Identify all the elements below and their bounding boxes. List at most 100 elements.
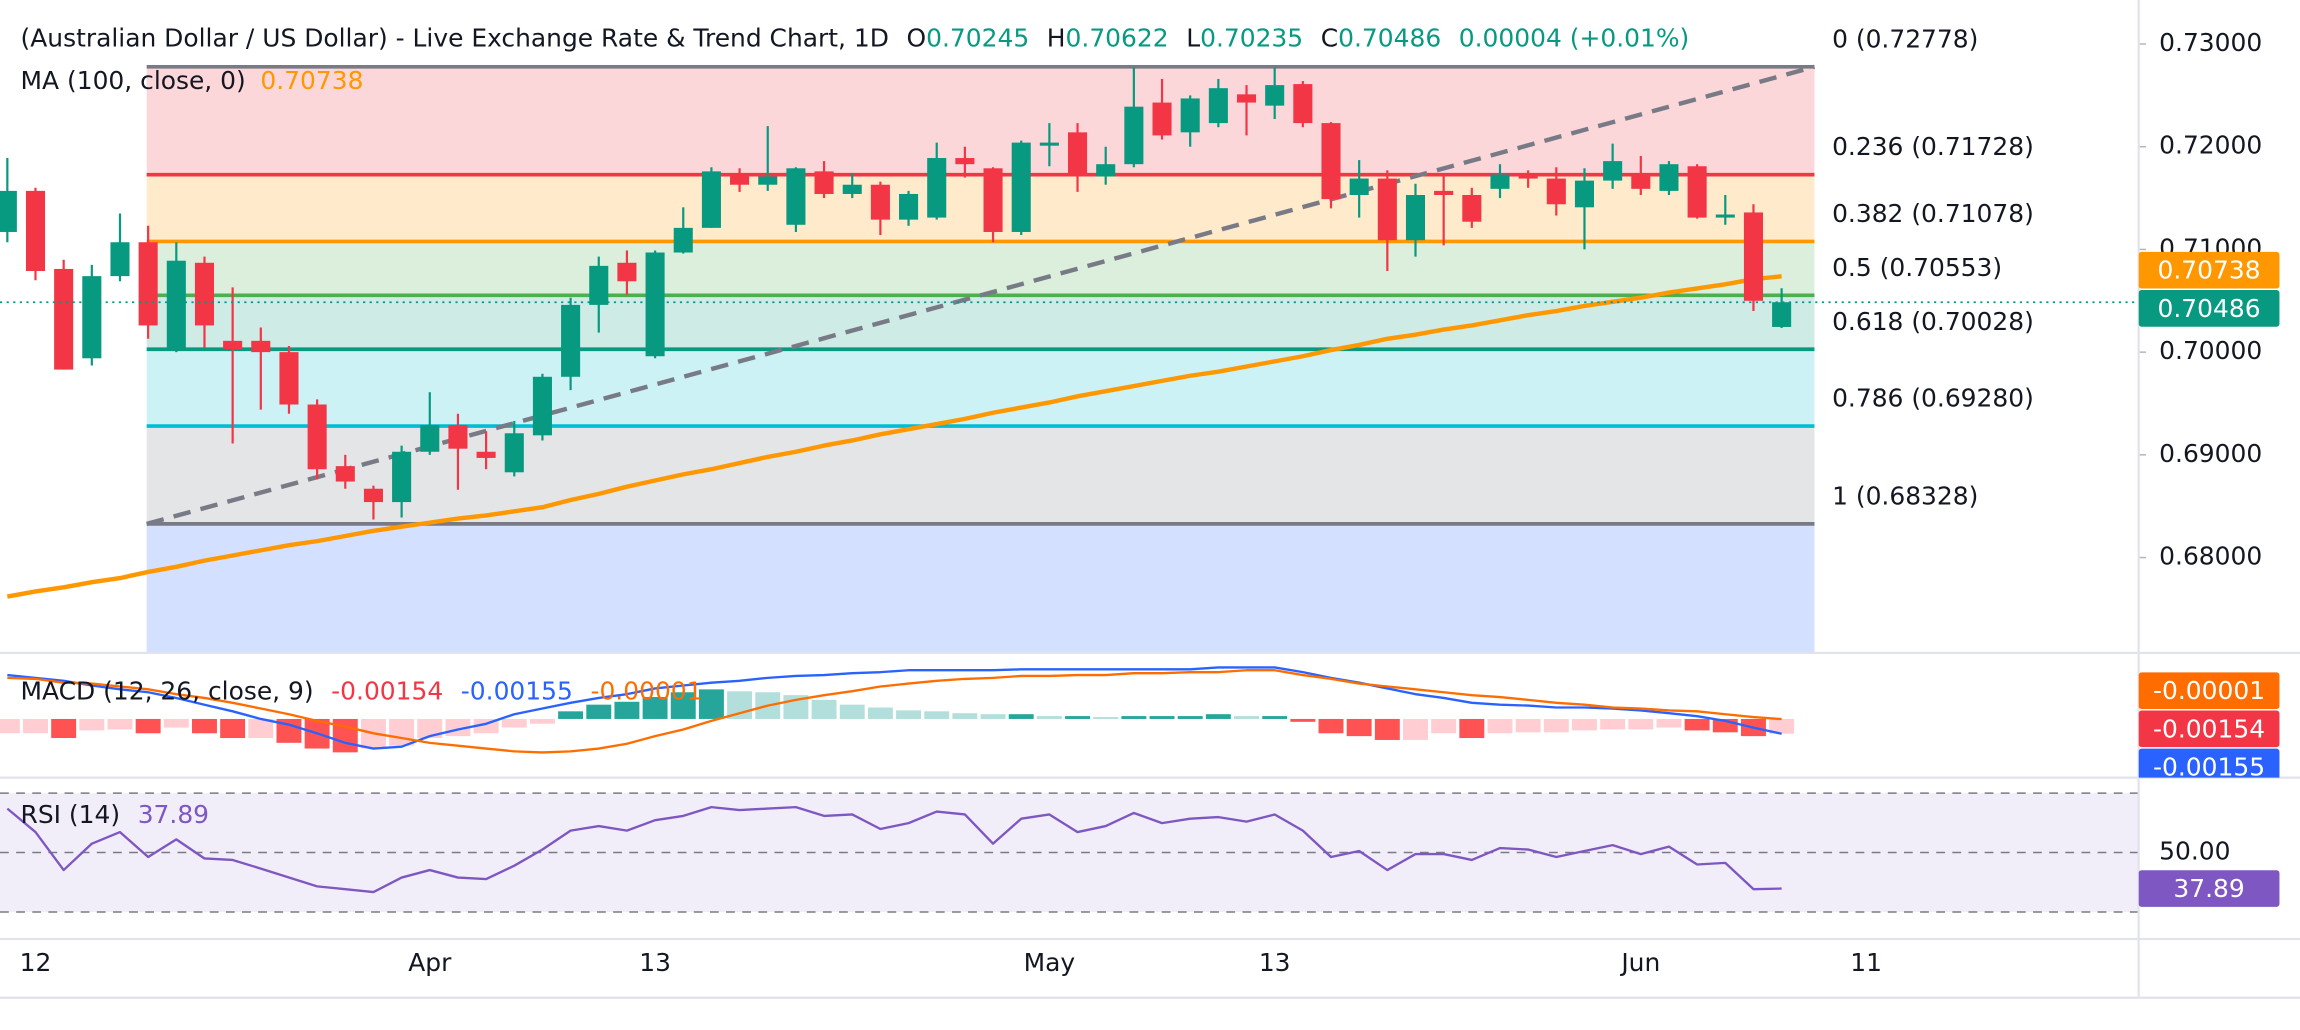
macd-histogram-bar bbox=[1487, 718, 1513, 734]
macd-histogram-bar bbox=[1600, 718, 1626, 730]
fib-label: 0.618 (0.70028) bbox=[1832, 307, 2034, 336]
low-label: L bbox=[1186, 24, 1200, 53]
macd-name: MACD (12, 26, close, 9) bbox=[21, 677, 314, 706]
candle-body bbox=[1377, 178, 1397, 241]
histogram-value: -0.00154 bbox=[331, 677, 443, 706]
candle-body bbox=[363, 488, 383, 503]
change: 0.00004 (+0.01%) bbox=[1459, 24, 1689, 53]
macd-histogram-bar bbox=[1177, 716, 1203, 719]
macd-histogram-bar bbox=[896, 710, 922, 719]
macd-histogram-bar bbox=[642, 697, 668, 719]
candle-body bbox=[1039, 142, 1059, 146]
macd-histogram-bar bbox=[51, 718, 77, 739]
candle-body bbox=[758, 176, 778, 185]
macd-histogram-bar bbox=[1769, 718, 1795, 734]
candle-body bbox=[1293, 84, 1313, 124]
candle-body bbox=[1405, 194, 1426, 241]
header: (Australian Dollar / US Dollar) - Live E… bbox=[21, 24, 1690, 53]
macd-histogram-bar bbox=[163, 718, 189, 728]
candle-body bbox=[223, 340, 243, 350]
macd-legend: MACD (12, 26, close, 9) -0.00154 -0.00155-… bbox=[21, 677, 703, 706]
candle-body bbox=[251, 340, 271, 353]
price-tag-label: -0.00155 bbox=[2153, 752, 2265, 781]
signal-line bbox=[7, 669, 1782, 754]
macd-histogram-bar bbox=[952, 713, 978, 719]
x-tick-label: 11 bbox=[1850, 948, 1882, 977]
candle-body bbox=[335, 466, 355, 482]
fib-label: 1 (0.68328) bbox=[1832, 481, 1978, 510]
candle-body bbox=[1546, 178, 1566, 205]
candle-body bbox=[1631, 173, 1651, 189]
macd-histogram-bar bbox=[980, 714, 1006, 719]
candle-body bbox=[166, 260, 186, 349]
candle-body bbox=[730, 176, 750, 185]
candle-body bbox=[1518, 174, 1538, 179]
ma-value: 0.70738 bbox=[260, 66, 363, 95]
x-tick-label: May bbox=[1024, 948, 1076, 977]
fib-zone bbox=[146, 241, 1815, 296]
candle-body bbox=[899, 193, 919, 220]
low-value: 0.70235 bbox=[1200, 24, 1303, 53]
candle-body bbox=[82, 276, 102, 359]
price-tags: -0.00001 -0.00154 -0.00155 bbox=[2138, 672, 2280, 781]
macd-histogram-bar bbox=[1459, 718, 1485, 739]
macd-histogram-bar bbox=[1515, 718, 1541, 733]
candle-body bbox=[1180, 98, 1200, 133]
fib-zone bbox=[146, 174, 1815, 242]
macd-line bbox=[7, 666, 1782, 750]
candle-body bbox=[983, 168, 1003, 232]
candle-body bbox=[307, 404, 327, 470]
macd-histogram-bar bbox=[670, 692, 696, 719]
macd-histogram-bar bbox=[1656, 718, 1682, 728]
macd-histogram-bar bbox=[867, 707, 893, 719]
macd-histogram-bar bbox=[1290, 718, 1316, 722]
open-value: 0.70245 bbox=[926, 24, 1029, 53]
candle-body bbox=[1208, 88, 1228, 124]
candle-body bbox=[420, 425, 440, 452]
chart-title: (Australian Dollar / US Dollar) - Live E… bbox=[21, 24, 889, 53]
macd-histogram-bar bbox=[1262, 716, 1288, 719]
candle-body bbox=[532, 376, 552, 436]
ma-legend: MA (100, close, 0) 0.70738 bbox=[21, 66, 364, 95]
macd-histogram-bar bbox=[1431, 718, 1457, 734]
macd-histogram-bar bbox=[1543, 718, 1569, 733]
macd-histogram-bar bbox=[1684, 718, 1710, 731]
x-tick-label: 12 bbox=[20, 948, 52, 977]
x-tick-label: 13 bbox=[639, 948, 671, 977]
rsi-name: RSI (14) bbox=[21, 800, 121, 829]
candle-body bbox=[392, 451, 412, 503]
candle-body bbox=[1659, 164, 1679, 191]
candle-body bbox=[1011, 142, 1031, 232]
price-tag-label: 0.70486 bbox=[2158, 294, 2261, 323]
candle-body bbox=[1349, 178, 1369, 195]
fib-extension bbox=[146, 523, 1815, 653]
x-tick-label: Apr bbox=[408, 948, 452, 977]
candle-body bbox=[1236, 94, 1257, 103]
macd-histogram-bar bbox=[1205, 714, 1231, 719]
candle-body bbox=[476, 451, 496, 458]
price-tag-label: -0.00001 bbox=[2153, 676, 2265, 705]
signal-value: -0.00001 bbox=[590, 677, 702, 706]
macd-histogram-bar bbox=[1149, 716, 1175, 719]
candle-body bbox=[617, 262, 637, 282]
price-tag-label: 37.89 bbox=[2173, 874, 2244, 903]
price-tag-label: -0.00154 bbox=[2153, 714, 2265, 743]
candle-body bbox=[814, 171, 834, 194]
rsi-legend: RSI (14) 37.89 bbox=[21, 800, 210, 829]
macd-histogram-bar bbox=[417, 718, 443, 739]
macd-histogram-bar bbox=[1008, 714, 1034, 719]
candle-body bbox=[504, 433, 524, 473]
candle-body bbox=[1715, 214, 1735, 218]
candle-body bbox=[1462, 194, 1482, 222]
macd-histogram-bar bbox=[698, 689, 724, 719]
macd-histogram-bar bbox=[1318, 718, 1344, 734]
candle-body bbox=[842, 184, 862, 194]
macd-histogram-bar bbox=[276, 718, 302, 743]
candle-body bbox=[0, 190, 17, 232]
close-value: 0.70486 bbox=[1338, 24, 1441, 53]
candle-body bbox=[1265, 85, 1285, 106]
candle-body bbox=[1743, 212, 1763, 301]
macd-histogram-bar bbox=[1065, 716, 1091, 719]
